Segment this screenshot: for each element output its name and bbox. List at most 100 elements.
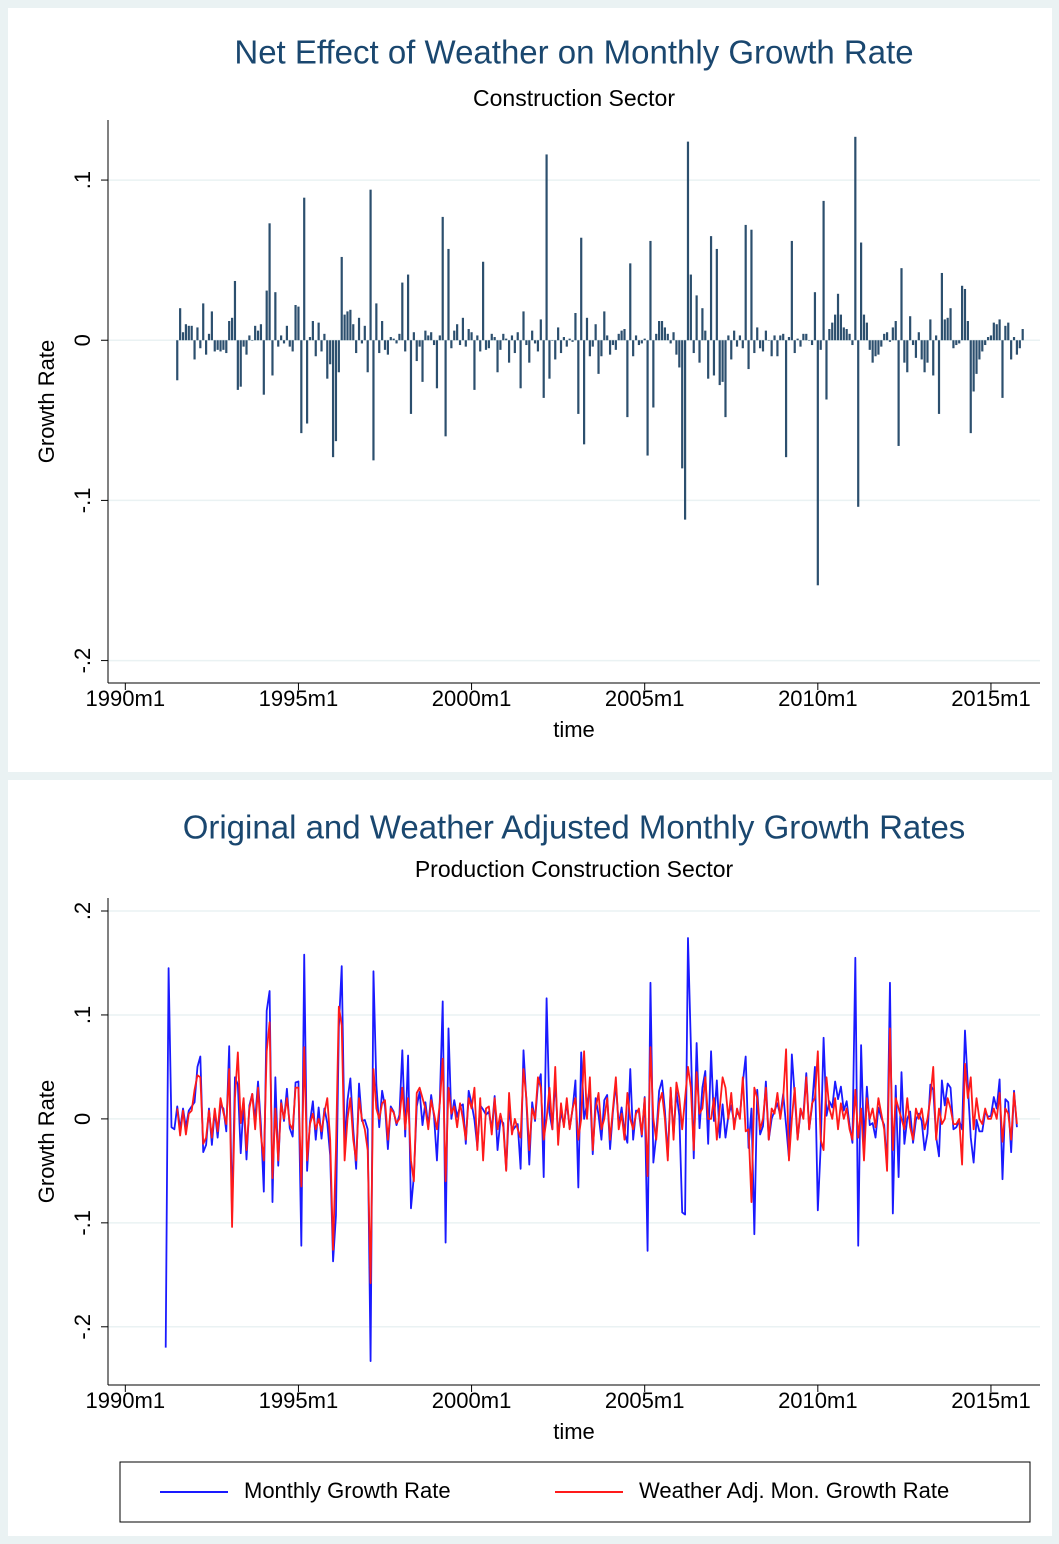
bar	[721, 340, 724, 382]
bar	[891, 327, 894, 341]
bar	[897, 340, 900, 446]
bar	[392, 338, 395, 341]
bar	[825, 340, 828, 400]
y-tick-label: -.1	[70, 488, 95, 514]
bar	[658, 321, 661, 341]
bar	[629, 263, 632, 341]
bar	[981, 340, 984, 352]
bar	[634, 335, 638, 341]
bar	[303, 197, 306, 341]
bar	[219, 340, 222, 352]
bar	[816, 340, 819, 586]
bar	[995, 324, 998, 341]
bar	[871, 340, 874, 363]
bar	[1012, 337, 1016, 341]
bar	[280, 335, 283, 341]
bar	[190, 325, 193, 341]
bar	[862, 314, 866, 341]
bar	[369, 189, 372, 341]
bar	[256, 330, 260, 341]
bar	[577, 340, 580, 414]
bar	[496, 340, 499, 373]
bar	[184, 324, 188, 341]
bar	[834, 314, 837, 341]
bar	[669, 340, 672, 344]
bar	[917, 332, 920, 341]
bar	[698, 340, 701, 363]
bar	[588, 340, 591, 357]
bar	[865, 322, 868, 341]
bar	[868, 340, 871, 350]
bar	[637, 340, 641, 346]
bar	[715, 248, 718, 341]
bar	[548, 340, 551, 379]
bar	[828, 329, 831, 341]
bar	[1004, 325, 1007, 341]
bar	[591, 340, 594, 347]
bar	[877, 340, 880, 355]
y-tick-label: .1	[70, 171, 95, 189]
x-axis-title: time	[553, 717, 595, 742]
bar	[271, 340, 274, 376]
bar	[363, 325, 366, 341]
bar	[1001, 340, 1004, 398]
bar	[539, 319, 542, 341]
bar	[355, 340, 358, 354]
bar	[652, 340, 655, 408]
bar	[906, 340, 909, 373]
bar	[331, 340, 335, 458]
bar	[839, 314, 843, 341]
bar	[799, 340, 802, 347]
y-axis-title: Growth Rate	[34, 340, 59, 464]
bar	[349, 309, 352, 341]
bar	[536, 340, 540, 352]
bar	[202, 303, 205, 341]
bar	[790, 240, 793, 341]
y-tick-label: -.1	[70, 1210, 95, 1236]
bar	[984, 340, 987, 346]
bar	[288, 340, 291, 347]
bar	[972, 340, 975, 392]
bar	[326, 340, 329, 379]
bar	[836, 293, 840, 341]
bar	[643, 338, 646, 341]
bar	[784, 340, 788, 458]
bar	[663, 327, 666, 341]
chart-title: Original and Weather Adjusted Monthly Gr…	[183, 809, 966, 846]
bar	[181, 332, 185, 341]
bar	[819, 340, 822, 350]
bar	[978, 340, 981, 360]
x-tick-label: 1990m1	[86, 686, 166, 711]
bar	[545, 154, 548, 341]
bar	[323, 333, 326, 341]
bar	[842, 327, 845, 341]
bar	[458, 340, 462, 346]
bar	[308, 337, 312, 341]
bar	[946, 317, 949, 341]
bar	[522, 311, 525, 341]
bar	[222, 340, 225, 350]
bar	[479, 340, 482, 352]
bar	[453, 330, 456, 341]
bar	[854, 136, 857, 341]
chart-title: Net Effect of Weather on Monthly Growth …	[234, 34, 913, 71]
bar	[909, 316, 912, 341]
bar	[559, 340, 563, 354]
bar	[424, 330, 427, 341]
bar	[885, 332, 889, 341]
bar	[196, 327, 199, 341]
bar	[660, 321, 664, 341]
bar	[401, 282, 404, 341]
bar	[764, 330, 767, 341]
bar	[580, 237, 583, 341]
bar	[484, 340, 488, 350]
bar	[759, 340, 762, 349]
bar	[444, 340, 447, 437]
bar	[963, 288, 967, 341]
bar	[969, 340, 972, 434]
bar	[213, 340, 216, 352]
bar	[623, 329, 626, 341]
bar	[533, 340, 537, 344]
bar	[337, 340, 340, 373]
